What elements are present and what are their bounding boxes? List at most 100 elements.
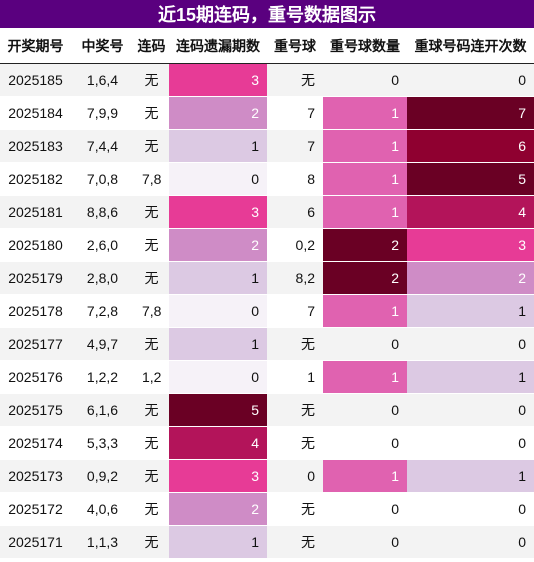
cell-miss: 2: [169, 492, 267, 526]
table-row: 2025184 7,9,9 无 2 7 1 7: [0, 96, 534, 130]
cell-streak: 0: [407, 327, 534, 361]
cell-miss: 1: [169, 327, 267, 361]
page-title: 近15期连码，重号数据图示: [0, 0, 534, 28]
cell-numbers: 7,0,8: [71, 162, 134, 196]
cell-dup-count: 2: [323, 228, 407, 262]
cell-lian: 无: [134, 525, 169, 559]
cell-period: 2025171: [0, 525, 71, 559]
cell-lian: 无: [134, 195, 169, 229]
cell-miss: 3: [169, 195, 267, 229]
cell-numbers: 7,4,4: [71, 129, 134, 163]
cell-miss: 3: [169, 63, 267, 97]
table-row: 2025181 8,8,6 无 3 6 1 4: [0, 195, 534, 229]
cell-numbers: 4,0,6: [71, 492, 134, 526]
header-streak: 重球号码连开次数: [407, 28, 534, 64]
cell-dup-count: 1: [323, 96, 407, 130]
cell-dup: 1: [267, 360, 323, 394]
cell-numbers: 1,2,2: [71, 360, 134, 394]
cell-miss: 2: [169, 228, 267, 262]
cell-miss: 5: [169, 393, 267, 427]
cell-dup: 0: [267, 459, 323, 493]
cell-dup: 无: [267, 327, 323, 361]
cell-dup-count: 1: [323, 294, 407, 328]
cell-lian: 7,8: [134, 294, 169, 328]
cell-miss: 3: [169, 459, 267, 493]
cell-dup: 无: [267, 492, 323, 526]
cell-period: 2025184: [0, 96, 71, 130]
cell-dup: 7: [267, 129, 323, 163]
header-row: 开奖期号 中奖号 连码 连码遗漏期数 重号球 重号球数量 重球号码连开次数: [0, 28, 534, 64]
cell-dup: 无: [267, 63, 323, 97]
cell-lian: 无: [134, 96, 169, 130]
cell-period: 2025173: [0, 459, 71, 493]
cell-dup: 无: [267, 426, 323, 460]
cell-streak: 3: [407, 228, 534, 262]
cell-miss: 1: [169, 525, 267, 559]
cell-dup: 6: [267, 195, 323, 229]
cell-lian: 无: [134, 228, 169, 262]
cell-dup-count: 0: [323, 327, 407, 361]
cell-miss: 0: [169, 162, 267, 196]
cell-dup-count: 1: [323, 459, 407, 493]
table-row: 2025172 4,0,6 无 2 无 0 0: [0, 492, 534, 526]
cell-dup: 无: [267, 525, 323, 559]
cell-dup-count: 1: [323, 162, 407, 196]
table-row: 2025177 4,9,7 无 1 无 0 0: [0, 327, 534, 361]
cell-lian: 1,2: [134, 360, 169, 394]
cell-numbers: 4,9,7: [71, 327, 134, 361]
cell-period: 2025179: [0, 261, 71, 295]
cell-dup-count: 0: [323, 426, 407, 460]
table-row: 2025176 1,2,2 1,2 0 1 1 1: [0, 360, 534, 394]
cell-miss: 2: [169, 96, 267, 130]
cell-period: 2025175: [0, 393, 71, 427]
cell-dup: 0,2: [267, 228, 323, 262]
cell-lian: 无: [134, 426, 169, 460]
cell-period: 2025176: [0, 360, 71, 394]
cell-dup-count: 1: [323, 129, 407, 163]
cell-dup-count: 0: [323, 492, 407, 526]
cell-streak: 5: [407, 162, 534, 196]
cell-lian: 无: [134, 393, 169, 427]
cell-period: 2025181: [0, 195, 71, 229]
cell-numbers: 2,8,0: [71, 261, 134, 295]
cell-miss: 1: [169, 261, 267, 295]
cell-numbers: 5,3,3: [71, 426, 134, 460]
cell-dup: 无: [267, 393, 323, 427]
cell-streak: 0: [407, 393, 534, 427]
cell-dup-count: 0: [323, 63, 407, 97]
cell-dup: 7: [267, 294, 323, 328]
cell-lian: 无: [134, 129, 169, 163]
lottery-table: 开奖期号 中奖号 连码 连码遗漏期数 重号球 重号球数量 重球号码连开次数 20…: [0, 28, 534, 559]
table-row: 2025173 0,9,2 无 3 0 1 1: [0, 459, 534, 493]
cell-streak: 1: [407, 459, 534, 493]
cell-numbers: 1,6,4: [71, 63, 134, 97]
cell-dup-count: 2: [323, 261, 407, 295]
cell-streak: 7: [407, 96, 534, 130]
cell-streak: 0: [407, 63, 534, 97]
cell-period: 2025180: [0, 228, 71, 262]
cell-streak: 2: [407, 261, 534, 295]
cell-period: 2025178: [0, 294, 71, 328]
cell-numbers: 0,9,2: [71, 459, 134, 493]
cell-numbers: 2,6,0: [71, 228, 134, 262]
cell-period: 2025174: [0, 426, 71, 460]
cell-numbers: 7,2,8: [71, 294, 134, 328]
cell-numbers: 1,1,3: [71, 525, 134, 559]
header-period: 开奖期号: [0, 28, 71, 64]
cell-miss: 4: [169, 426, 267, 460]
cell-miss: 0: [169, 294, 267, 328]
cell-dup: 8: [267, 162, 323, 196]
cell-miss: 1: [169, 129, 267, 163]
header-miss: 连码遗漏期数: [169, 28, 267, 64]
cell-period: 2025177: [0, 327, 71, 361]
cell-numbers: 7,9,9: [71, 96, 134, 130]
table-row: 2025182 7,0,8 7,8 0 8 1 5: [0, 162, 534, 196]
cell-dup: 8,2: [267, 261, 323, 295]
cell-lian: 无: [134, 492, 169, 526]
cell-period: 2025185: [0, 63, 71, 97]
table-row: 2025180 2,6,0 无 2 0,2 2 3: [0, 228, 534, 262]
table-row: 2025178 7,2,8 7,8 0 7 1 1: [0, 294, 534, 328]
cell-streak: 4: [407, 195, 534, 229]
cell-dup-count: 1: [323, 360, 407, 394]
cell-dup: 7: [267, 96, 323, 130]
